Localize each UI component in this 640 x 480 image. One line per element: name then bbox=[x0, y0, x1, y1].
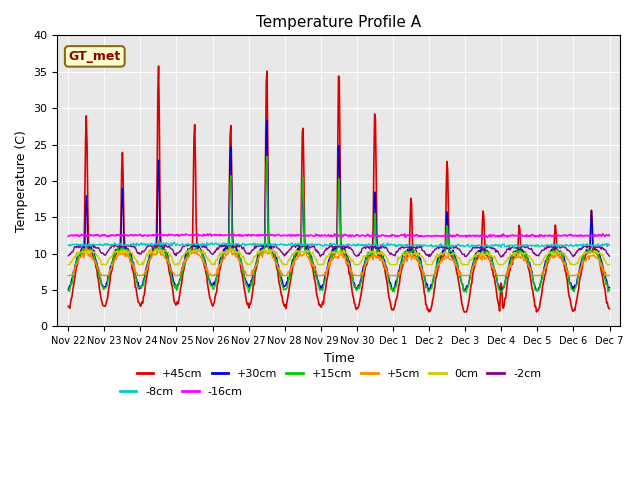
Line: +30cm: +30cm bbox=[68, 120, 609, 292]
+5cm bbox=[421, 273, 429, 278]
+15cm bbox=[65, 287, 72, 293]
Line: -8cm: -8cm bbox=[68, 242, 609, 248]
+15cm bbox=[263, 153, 271, 159]
+45cm bbox=[421, 293, 429, 299]
-16cm bbox=[214, 232, 222, 238]
-8cm bbox=[510, 245, 518, 251]
Line: -16cm: -16cm bbox=[68, 233, 609, 238]
0cm bbox=[65, 262, 72, 267]
-2cm bbox=[605, 253, 613, 259]
-2cm bbox=[214, 245, 221, 251]
+15cm bbox=[130, 264, 138, 270]
+15cm bbox=[74, 256, 82, 262]
0cm bbox=[74, 249, 82, 255]
-16cm bbox=[65, 233, 72, 239]
+45cm bbox=[214, 279, 222, 285]
-16cm bbox=[484, 235, 492, 240]
-8cm bbox=[605, 242, 613, 248]
-2cm bbox=[185, 242, 193, 248]
-8cm bbox=[214, 241, 222, 247]
-2cm bbox=[421, 250, 429, 256]
-8cm bbox=[65, 242, 72, 248]
-16cm bbox=[421, 233, 429, 239]
Line: -2cm: -2cm bbox=[68, 243, 609, 257]
+5cm bbox=[186, 254, 193, 260]
-16cm bbox=[186, 232, 193, 238]
+45cm bbox=[130, 271, 138, 277]
+5cm bbox=[130, 265, 138, 271]
+30cm bbox=[405, 248, 413, 253]
+30cm bbox=[65, 287, 72, 293]
+15cm bbox=[214, 273, 221, 279]
+30cm bbox=[185, 247, 193, 252]
Line: 0cm: 0cm bbox=[68, 248, 609, 264]
Line: +45cm: +45cm bbox=[68, 66, 609, 312]
+30cm bbox=[421, 277, 429, 283]
+5cm bbox=[214, 270, 222, 276]
0cm bbox=[185, 248, 193, 253]
Text: GT_met: GT_met bbox=[68, 50, 121, 63]
-8cm bbox=[74, 241, 82, 247]
+5cm bbox=[605, 273, 613, 278]
+15cm bbox=[185, 247, 193, 253]
+45cm bbox=[155, 63, 163, 69]
-2cm bbox=[130, 243, 138, 249]
-16cm bbox=[74, 232, 82, 238]
-16cm bbox=[405, 233, 413, 239]
+5cm bbox=[155, 238, 163, 243]
X-axis label: Time: Time bbox=[323, 352, 355, 365]
-8cm bbox=[405, 242, 413, 248]
+30cm bbox=[605, 285, 613, 290]
+45cm bbox=[74, 257, 82, 263]
+30cm bbox=[214, 272, 221, 277]
+30cm bbox=[263, 118, 271, 123]
+45cm bbox=[425, 309, 433, 315]
-8cm bbox=[186, 242, 193, 248]
Legend: -8cm, -16cm: -8cm, -16cm bbox=[120, 386, 243, 396]
+45cm bbox=[405, 250, 413, 255]
-2cm bbox=[74, 244, 82, 250]
0cm bbox=[130, 252, 138, 258]
-2cm bbox=[405, 244, 413, 250]
+5cm bbox=[405, 251, 413, 257]
+45cm bbox=[65, 303, 72, 309]
-16cm bbox=[130, 232, 138, 238]
0cm bbox=[605, 262, 613, 267]
+15cm bbox=[245, 289, 253, 295]
-2cm bbox=[65, 253, 72, 259]
+5cm bbox=[74, 258, 82, 264]
Title: Temperature Profile A: Temperature Profile A bbox=[256, 15, 421, 30]
0cm bbox=[231, 245, 239, 251]
+15cm bbox=[406, 249, 414, 255]
+5cm bbox=[65, 273, 72, 278]
-16cm bbox=[153, 230, 161, 236]
+30cm bbox=[130, 260, 138, 266]
0cm bbox=[405, 251, 413, 257]
-2cm bbox=[497, 254, 505, 260]
0cm bbox=[421, 257, 429, 263]
-8cm bbox=[170, 239, 178, 245]
-8cm bbox=[421, 243, 429, 249]
-8cm bbox=[130, 240, 138, 246]
0cm bbox=[214, 257, 221, 263]
+30cm bbox=[497, 289, 505, 295]
Y-axis label: Temperature (C): Temperature (C) bbox=[15, 130, 28, 232]
+45cm bbox=[605, 306, 613, 312]
+15cm bbox=[422, 285, 429, 290]
+45cm bbox=[186, 247, 193, 253]
+30cm bbox=[74, 252, 82, 258]
-2cm bbox=[326, 240, 334, 246]
Line: +5cm: +5cm bbox=[68, 240, 609, 276]
-16cm bbox=[605, 233, 613, 239]
+15cm bbox=[605, 288, 613, 293]
Line: +15cm: +15cm bbox=[68, 156, 609, 292]
